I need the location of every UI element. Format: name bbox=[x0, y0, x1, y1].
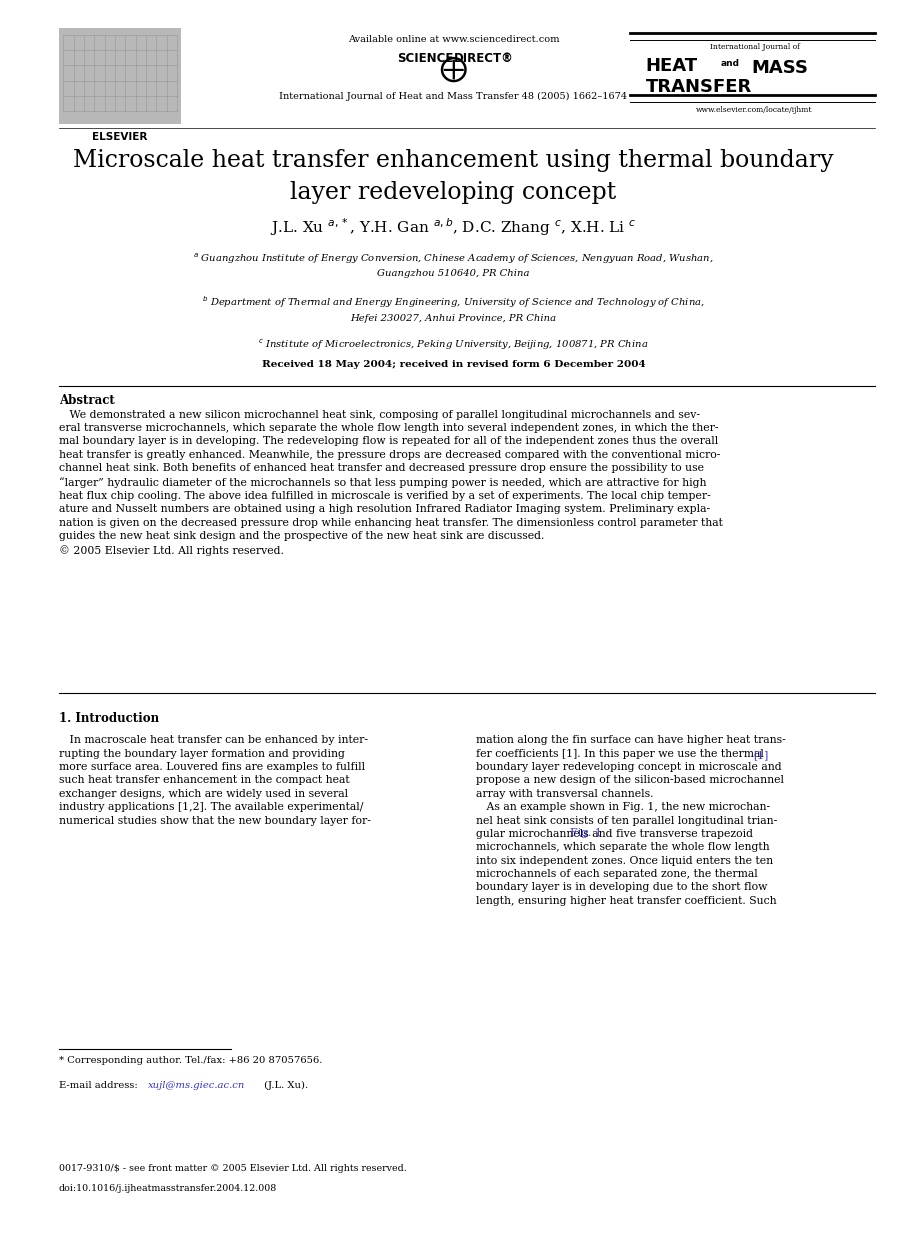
Text: mation along the fin surface can have higher heat trans-
fer coefficients [1]. I: mation along the fin surface can have hi… bbox=[476, 735, 786, 906]
Text: We demonstrated a new silicon microchannel heat sink, composing of parallel long: We demonstrated a new silicon microchann… bbox=[59, 410, 723, 556]
Text: Abstract: Abstract bbox=[59, 394, 114, 407]
Text: * Corresponding author. Tel./fax: +86 20 87057656.: * Corresponding author. Tel./fax: +86 20… bbox=[59, 1056, 322, 1065]
Text: International Journal of: International Journal of bbox=[709, 43, 800, 51]
Text: www.elsevier.com/locate/ijhmt: www.elsevier.com/locate/ijhmt bbox=[697, 106, 813, 114]
Text: DIRECT®: DIRECT® bbox=[454, 52, 513, 66]
Text: $^{c}$ Institute of Microelectronics, Peking University, Beijing, 100871, PR Chi: $^{c}$ Institute of Microelectronics, Pe… bbox=[258, 338, 649, 353]
Text: TRANSFER: TRANSFER bbox=[646, 78, 752, 97]
Text: Fig. 1: Fig. 1 bbox=[570, 828, 601, 838]
Text: $^{a}$ Guangzhou Institute of Energy Conversion, Chinese Academy of Sciences, Ne: $^{a}$ Guangzhou Institute of Energy Con… bbox=[193, 251, 714, 279]
Text: and: and bbox=[721, 59, 740, 68]
Text: E-mail address:: E-mail address: bbox=[59, 1081, 141, 1089]
Text: Received 18 May 2004; received in revised form 6 December 2004: Received 18 May 2004; received in revise… bbox=[262, 360, 645, 369]
Text: Available online at www.sciencedirect.com: Available online at www.sciencedirect.co… bbox=[347, 35, 560, 43]
Text: International Journal of Heat and Mass Transfer 48 (2005) 1662–1674: International Journal of Heat and Mass T… bbox=[279, 92, 628, 100]
Text: $\bigoplus$: $\bigoplus$ bbox=[439, 54, 468, 84]
Text: 0017-9310/$ - see front matter © 2005 Elsevier Ltd. All rights reserved.: 0017-9310/$ - see front matter © 2005 El… bbox=[59, 1164, 406, 1172]
Text: $^{b}$ Department of Thermal and Energy Engineering, University of Science and T: $^{b}$ Department of Thermal and Energy … bbox=[202, 295, 705, 323]
Text: xujl@ms.giec.ac.cn: xujl@ms.giec.ac.cn bbox=[148, 1081, 245, 1089]
FancyBboxPatch shape bbox=[59, 28, 181, 124]
Text: HEAT: HEAT bbox=[646, 57, 697, 76]
Text: MASS: MASS bbox=[751, 59, 808, 78]
Text: (J.L. Xu).: (J.L. Xu). bbox=[261, 1081, 308, 1089]
Text: 1. Introduction: 1. Introduction bbox=[59, 712, 159, 725]
Text: doi:10.1016/j.ijheatmasstransfer.2004.12.008: doi:10.1016/j.ijheatmasstransfer.2004.12… bbox=[59, 1184, 278, 1192]
Text: [1]: [1] bbox=[753, 750, 768, 760]
Text: ELSEVIER: ELSEVIER bbox=[93, 132, 148, 142]
Text: SCIENCE: SCIENCE bbox=[397, 52, 454, 66]
Text: In macroscale heat transfer can be enhanced by inter-
rupting the boundary layer: In macroscale heat transfer can be enhan… bbox=[59, 735, 371, 826]
Text: J.L. Xu $^{a,*}$, Y.H. Gan $^{a,b}$, D.C. Zhang $^{c}$, X.H. Li $^{c}$: J.L. Xu $^{a,*}$, Y.H. Gan $^{a,b}$, D.C… bbox=[270, 217, 637, 239]
Text: Microscale heat transfer enhancement using thermal boundary
layer redeveloping c: Microscale heat transfer enhancement usi… bbox=[73, 149, 834, 203]
